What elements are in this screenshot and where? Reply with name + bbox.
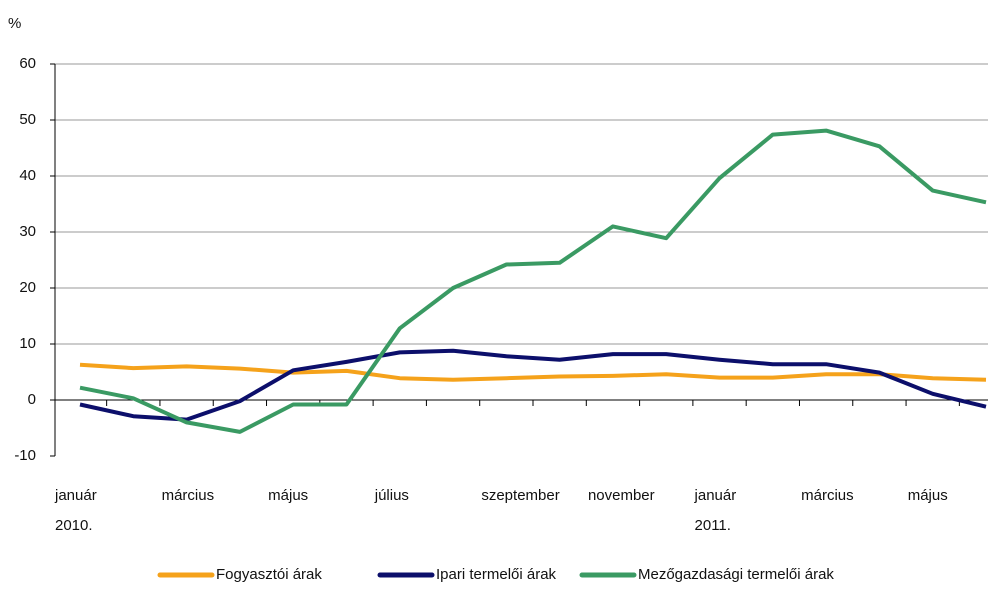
x-tick-label: március bbox=[801, 487, 854, 504]
x-tick-label: május bbox=[268, 487, 308, 504]
x-tick-label: július bbox=[374, 487, 409, 504]
x-tick-label: január 2010. bbox=[54, 487, 97, 534]
legend-label: Fogyasztói árak bbox=[216, 566, 322, 583]
legend-label: Ipari termelői árak bbox=[436, 566, 557, 583]
y-tick-label: 10 bbox=[19, 335, 36, 352]
y-tick-label: 0 bbox=[28, 391, 36, 408]
y-tick-label: 50 bbox=[19, 111, 36, 128]
series-line bbox=[79, 362, 987, 382]
x-tick-label: szeptember bbox=[481, 487, 559, 504]
y-tick-label: 20 bbox=[19, 279, 36, 296]
y-tick-label: 60 bbox=[19, 55, 36, 72]
y-tick-label: 40 bbox=[19, 167, 36, 184]
y-tick-label: -10 bbox=[14, 447, 36, 464]
series-line bbox=[79, 128, 987, 434]
x-tick-label: május bbox=[908, 487, 948, 504]
y-axis-label: % bbox=[8, 15, 21, 32]
x-tick-label: március bbox=[162, 487, 215, 504]
legend-label: Mezőgazdasági termelői árak bbox=[638, 566, 834, 583]
series-line bbox=[79, 348, 987, 422]
x-tick-label: január 2011. bbox=[694, 487, 737, 534]
x-tick-label: november bbox=[588, 487, 655, 504]
y-tick-label: 30 bbox=[19, 223, 36, 240]
